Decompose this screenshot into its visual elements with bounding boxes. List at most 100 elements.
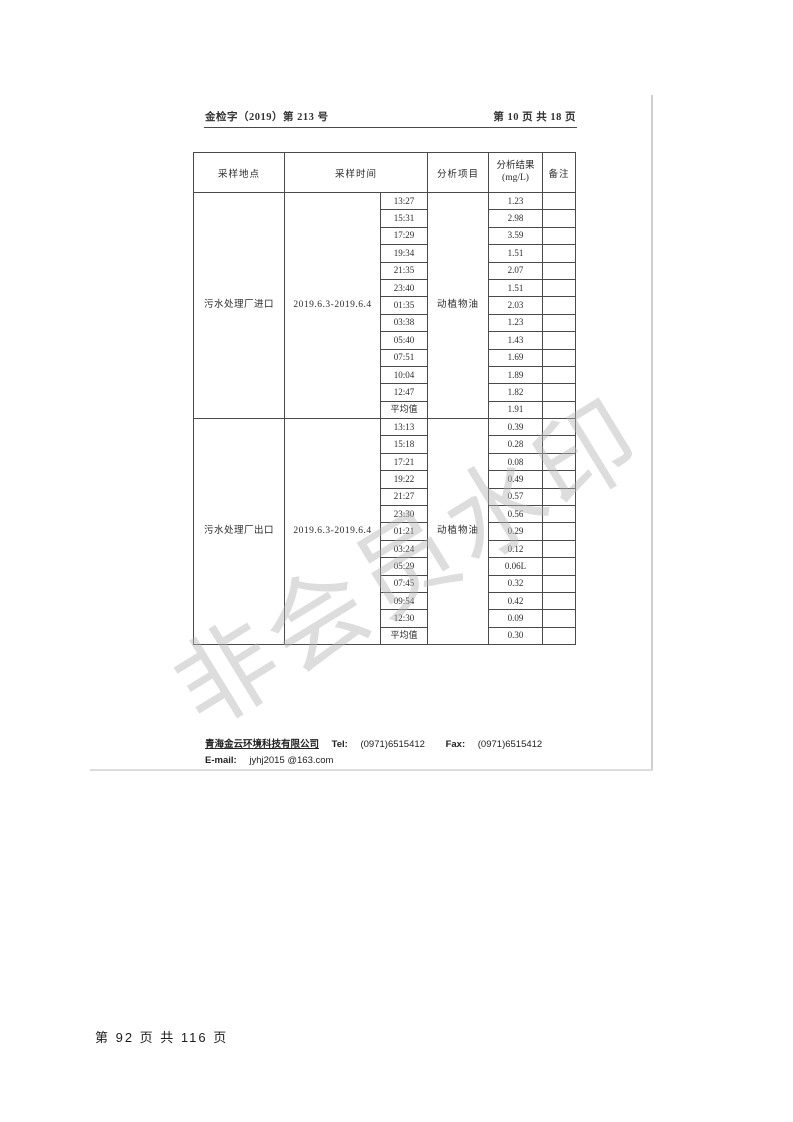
cell-remark: [542, 348, 577, 367]
cell-remark: [542, 209, 577, 228]
table-row: 污水处理厂出口 2019.6.3-2019.6.4 13:13 动植物油 0.39: [193, 418, 577, 646]
table-row: 05:40 1.43: [194, 331, 577, 350]
table-row: 污水处理厂进口 2019.6.3-2019.6.4 13:27 动植物油 1.23: [193, 191, 577, 420]
cell-time: 17:29: [379, 226, 429, 246]
cell-time: 05:29: [379, 557, 429, 576]
cell-remark: [542, 418, 577, 437]
header-result-label: 分析结果: [496, 160, 535, 171]
table-row: 01:35 2.03: [194, 296, 577, 315]
table-row: 19:22 0.49: [194, 470, 577, 489]
header-remark: 备注: [542, 152, 577, 193]
cell-time: 15:18: [379, 435, 429, 454]
table-row: 19:34 1.51: [194, 244, 577, 263]
table-header-row: 采样地点 采样时间 分析项目 分析结果 (mg/L) 备注: [193, 152, 577, 193]
cell-result: 0.06L: [488, 557, 544, 576]
table-row: 05:29 0.06L: [194, 557, 577, 576]
cell-location: 污水处理厂进口: [193, 191, 285, 420]
cell-result: 0.57: [488, 487, 544, 507]
cell-result: 1.23: [488, 191, 544, 211]
table-row: 03:38 1.23: [194, 313, 577, 333]
cell-time: 13:13: [379, 418, 429, 437]
header-time: 采样时间: [283, 152, 429, 193]
scan-edge-bottom: [90, 769, 653, 771]
cell-result: 1.82: [488, 383, 544, 402]
cell-time: 03:24: [379, 539, 429, 559]
cell-result: 2.98: [488, 209, 544, 228]
cell-result: 0.28: [488, 435, 544, 454]
page-indicator: 第 10 页 共 18 页: [493, 112, 576, 123]
cell-result: 2.07: [488, 261, 544, 280]
cell-analysis-item: 动植物油: [427, 191, 490, 420]
cell-time: 12:47: [379, 383, 429, 402]
cell-result: 1.51: [488, 278, 544, 298]
table-row: 23:40 1.51: [194, 278, 577, 298]
email-label: E-mail:: [205, 755, 237, 767]
cell-remark: [542, 591, 577, 611]
cell-result: 0.42: [488, 591, 544, 611]
cell-remark: [542, 574, 577, 593]
cell-time: 19:22: [379, 470, 429, 489]
cell-result: 0.39: [488, 418, 544, 437]
cell-time: 21:27: [379, 487, 429, 507]
fax-value: (0971)6515412: [477, 739, 543, 750]
cell-remark: [542, 226, 577, 246]
cell-remark: [542, 487, 577, 507]
table-row: 平均值 1.91: [194, 400, 577, 420]
cell-result: 1.89: [488, 365, 544, 385]
cell-location: 污水处理厂出口: [193, 418, 285, 646]
cell-result: 2.03: [488, 296, 544, 315]
table-row: 17:21 0.08: [194, 452, 577, 472]
cell-analysis-item: 动植物油: [427, 418, 490, 646]
cell-remark: [542, 365, 577, 385]
cell-time: 07:51: [379, 348, 429, 367]
table-row: 15:31 2.98: [194, 209, 577, 228]
cell-remark: [542, 539, 577, 559]
cell-remark: [542, 383, 577, 402]
cell-result: 0.56: [488, 505, 544, 524]
cell-remark: [542, 261, 577, 280]
table-row: 21:35 2.07: [194, 261, 577, 280]
cell-remark: [542, 626, 577, 646]
contact-line-1: 青海金云环境科技有限公司 Tel: (0971)6515412 Fax: (09…: [205, 737, 625, 753]
table-row: 平均值 0.30: [194, 626, 577, 646]
company-name: 青海金云环境科技有限公司: [205, 739, 320, 750]
header-result: 分析结果 (mg/L): [488, 152, 544, 193]
table-row: 03:24 0.12: [194, 539, 577, 559]
cell-time: 21:35: [379, 261, 429, 280]
cell-result: 1.51: [488, 244, 544, 263]
header-item: 分析项目: [427, 152, 490, 193]
tel-value: (0971)6515412: [360, 739, 425, 750]
cell-time: 19:34: [379, 244, 429, 263]
cell-date-range: 2019.6.3-2019.6.4: [284, 191, 381, 420]
cell-remark: [542, 609, 577, 628]
cell-remark: [542, 435, 577, 454]
doc-header: 金检字（2019）第 213 号 第 10 页 共 18 页: [205, 104, 576, 124]
cell-result: 1.69: [488, 348, 544, 367]
cell-result: 0.09: [488, 609, 544, 628]
cell-remark: [542, 452, 577, 472]
cell-result: 1.91: [488, 400, 544, 420]
cell-remark: [542, 244, 577, 263]
header-location: 采样地点: [193, 152, 285, 193]
cell-time: 03:38: [379, 313, 429, 333]
cell-time: 07:45: [379, 574, 429, 593]
contact-line-2: E-mail: jyhj2015 @163.com: [205, 753, 625, 769]
cell-time: 01:21: [379, 522, 429, 541]
cell-result: 0.08: [488, 452, 544, 472]
header-result-unit: (mg/L): [502, 172, 529, 183]
cell-remark: [542, 313, 577, 333]
cell-time: 13:27: [379, 191, 429, 211]
cell-result: 1.43: [488, 331, 544, 350]
cell-result: 0.30: [488, 626, 544, 646]
table-row: 07:51 1.69: [194, 348, 577, 367]
cell-time: 23:40: [379, 278, 429, 298]
table-row: 12:47 1.82: [194, 383, 577, 402]
cell-remark: [542, 505, 577, 524]
cell-time: 09:54: [379, 591, 429, 611]
cell-remark: [542, 296, 577, 315]
fax-label: Fax:: [445, 739, 466, 750]
table-row: 10:04 1.89: [194, 365, 577, 385]
cell-time: 10:04: [379, 365, 429, 385]
cell-remark: [542, 522, 577, 541]
cell-remark: [542, 470, 577, 489]
